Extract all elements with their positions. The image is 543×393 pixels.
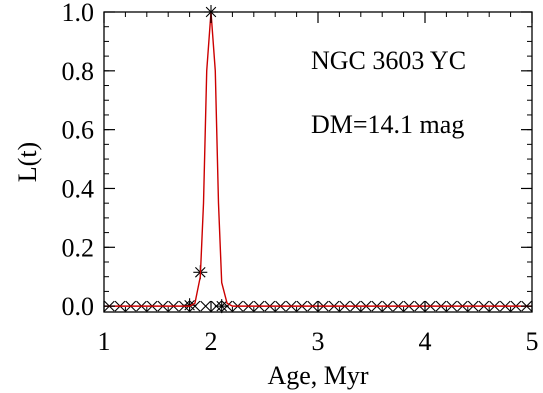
y-tick-label: 0.0 [62,292,95,321]
asterisk-stroke [184,299,195,311]
asterisk-stroke [216,300,227,312]
x-marker-stroke [189,300,201,312]
annotation-distance-modulus: DM=14.1 mag [311,110,464,139]
x-tick-label: 1 [98,327,111,356]
chart-text: NGC 3603 YC DM=14.1 mag Age, Myr L(t) [13,46,466,390]
x-tick-label: 3 [312,327,325,356]
asterisk-point [214,299,229,314]
x-tick-label: 4 [419,327,432,356]
y-tick-label: 0.6 [62,116,95,145]
x-marker-stroke [200,300,212,312]
y-axis-title: L(t) [13,142,42,182]
x-tick-label: 2 [205,327,218,356]
plot-area [103,5,533,314]
y-tick-label: 0.8 [62,57,95,86]
y-tick-label: 1.0 [62,0,95,27]
x-tick-label: 5 [526,327,539,356]
axes: 1 2 3 4 5 0.0 0.2 0.4 0.6 0.8 1.0 [62,0,539,356]
annotation-cluster-name: NGC 3603 YC [311,46,466,75]
x-axis-title: Age, Myr [267,361,368,390]
y-tick-label: 0.2 [62,233,95,262]
y-tick-label: 0.4 [62,174,95,203]
x-marker-point [200,300,212,312]
